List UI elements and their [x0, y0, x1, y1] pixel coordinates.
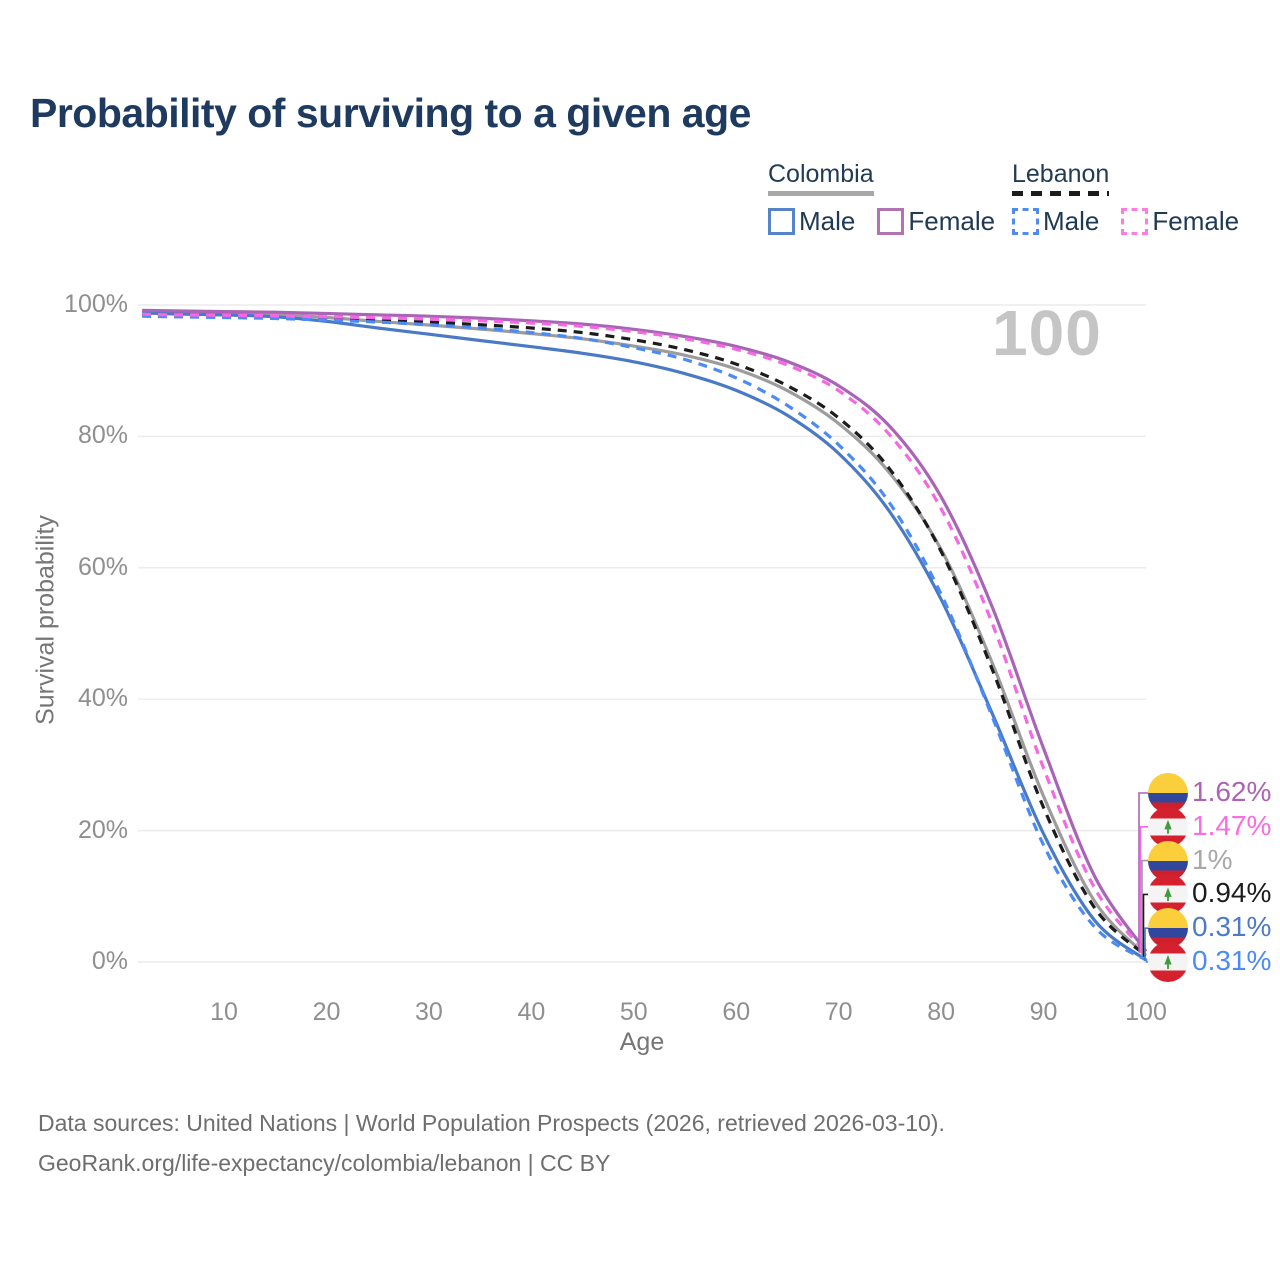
connector-colombia-male	[1144, 927, 1149, 961]
curve-lebanon-male[interactable]	[142, 314, 1147, 962]
y-axis-label: Survival probability	[31, 515, 60, 725]
x-tick-30: 30	[415, 998, 443, 1026]
legend-group-colombia: Colombia Male Female	[768, 160, 1017, 237]
lebanon-flag-icon	[1148, 942, 1188, 982]
legend-item-colombia-female[interactable]: Female	[877, 206, 995, 237]
footer-attribution: GeoRank.org/life-expectancy/colombia/leb…	[38, 1150, 611, 1176]
legend-item-label: Female	[1152, 206, 1240, 236]
curve-colombia-both-sexes[interactable]	[142, 310, 1148, 957]
end-value-colombia-female: 1.62%	[1192, 776, 1272, 807]
lebanon-flag-icon	[1148, 806, 1188, 847]
end-value-lebanon-male: 0.31%	[1192, 945, 1272, 976]
x-axis-label: Age	[619, 1028, 665, 1056]
y-tick-80: 80%	[77, 421, 128, 450]
curve-lebanon-both-sexes[interactable]	[142, 313, 1148, 957]
end-value-colombia-male: 0.31%	[1192, 911, 1272, 943]
x-tick-40: 40	[517, 998, 546, 1026]
legend-group-title-lebanon: Lebanon	[1012, 160, 1110, 188]
legend-swatch-lebanon-male	[1012, 208, 1039, 235]
legend-swatch-colombia-male	[768, 208, 795, 235]
legend-swatch-lebanon-female	[1121, 208, 1149, 235]
legend-item-lebanon-male[interactable]: Male	[1012, 206, 1099, 237]
legend-item-lebanon-female[interactable]: Female	[1121, 206, 1239, 237]
x-tick-70: 70	[824, 998, 853, 1026]
legend-item-label: Female	[908, 206, 996, 236]
footer-data-sources: Data sources: United Nations | World Pop…	[38, 1110, 945, 1136]
curve-colombia-male[interactable]	[142, 311, 1147, 962]
y-tick-0: 0%	[91, 947, 128, 975]
x-tick-90: 90	[1029, 998, 1058, 1026]
x-tick-100: 100	[1125, 998, 1167, 1026]
legend-group-lebanon: Lebanon Male Female	[1012, 160, 1261, 237]
end-value-colombia-both-sexes: 1%	[1192, 843, 1233, 875]
page-title: Probability of surviving to a given age	[30, 90, 751, 136]
x-tick-80: 80	[927, 998, 956, 1026]
x-tick-10: 10	[210, 998, 238, 1026]
legend-group-title-colombia: Colombia	[768, 160, 874, 188]
y-tick-20: 20%	[77, 815, 128, 844]
end-value-lebanon-both-sexes: 0.94%	[1192, 877, 1272, 909]
y-tick-100: 100%	[64, 290, 128, 318]
age-watermark: 100	[992, 297, 1102, 369]
x-tick-20: 20	[312, 998, 341, 1026]
end-value-lebanon-female: 1.47%	[1192, 809, 1272, 841]
legend-item-label: Male	[1043, 206, 1100, 236]
legend-item-colombia-male[interactable]: Male	[768, 206, 855, 237]
legend-line-sample-colombia	[768, 191, 874, 196]
legend-line-sample-lebanon	[1012, 191, 1110, 196]
curve-lebanon-female[interactable]	[142, 312, 1148, 954]
y-tick-60: 60%	[77, 552, 128, 581]
lebanon-flag-icon	[1148, 874, 1188, 915]
y-tick-40: 40%	[77, 684, 128, 713]
x-tick-50: 50	[619, 998, 648, 1026]
legend-item-label: Male	[799, 206, 856, 236]
x-tick-60: 60	[722, 998, 751, 1026]
curve-colombia-female[interactable]	[142, 308, 1148, 953]
legend-swatch-colombia-female	[877, 208, 905, 235]
